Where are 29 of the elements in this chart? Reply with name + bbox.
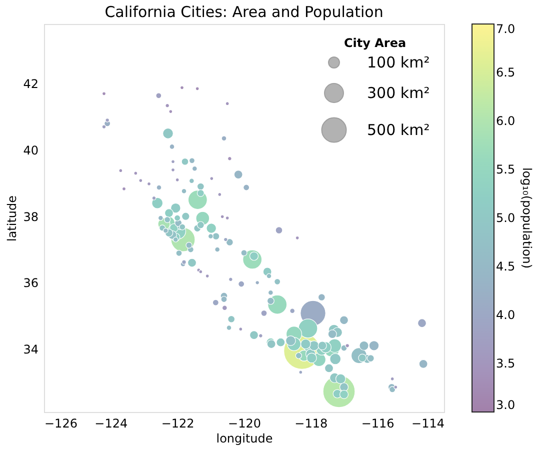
color-bar-label: 4.0 [496,308,516,322]
x-tick-label: −120 [228,416,261,430]
color-bar-label: 5.5 [496,162,516,176]
x-tick-label: −118 [294,416,328,430]
y-tick-label: 40 [23,144,38,158]
legend-label: 300 km² [367,84,430,102]
y-tick-label: 38 [23,210,38,224]
x-tick-label: −114 [412,416,444,430]
x-tick-label: −122 [161,416,194,430]
color-bar-label: 6.5 [496,66,516,80]
color-bar-label: 7.0 [496,22,516,36]
x-axis-title: longitude [216,432,273,446]
legend-label: 500 km² [367,121,430,139]
legend-title: City Area [344,36,406,50]
legend-label: 100 km² [367,54,430,72]
color-bar-label: 3.0 [496,398,516,412]
x-tick-label: −126 [44,416,78,430]
y-tick-label: 36 [23,276,38,290]
x-tick-label: −124 [94,416,128,430]
y-tick-label: 42 [23,77,38,92]
color-bar-title: log₁₀(population) [520,167,534,269]
color-bar-label: 4.5 [496,260,516,274]
color-bar-label: 6.0 [496,114,516,128]
chart-title: California Cities: Area and Population [104,3,384,21]
y-axis-title: latitude [5,195,20,242]
y-tick-label: 34 [23,342,38,356]
x-tick-label: −116 [361,416,394,430]
color-bar-label: 3.5 [496,356,516,370]
color-bar-label: 5.0 [496,211,516,225]
